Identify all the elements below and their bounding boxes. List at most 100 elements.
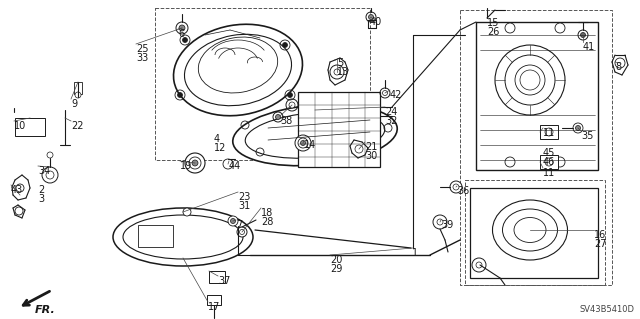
Text: 27: 27 bbox=[594, 239, 607, 249]
Ellipse shape bbox=[514, 218, 546, 242]
Ellipse shape bbox=[113, 208, 253, 266]
Text: 36: 36 bbox=[457, 186, 469, 196]
Text: 8: 8 bbox=[615, 62, 621, 72]
Circle shape bbox=[334, 69, 340, 75]
Text: 28: 28 bbox=[261, 217, 273, 227]
Circle shape bbox=[237, 227, 247, 237]
Circle shape bbox=[183, 208, 191, 216]
Text: 18: 18 bbox=[261, 208, 273, 218]
Circle shape bbox=[355, 145, 363, 153]
Circle shape bbox=[16, 184, 24, 192]
Circle shape bbox=[287, 93, 292, 98]
Circle shape bbox=[185, 153, 205, 173]
Circle shape bbox=[282, 42, 287, 48]
Circle shape bbox=[437, 219, 443, 225]
Bar bbox=[298, 92, 380, 167]
Circle shape bbox=[223, 159, 233, 169]
Circle shape bbox=[433, 215, 447, 229]
Bar bbox=[540, 155, 558, 169]
Text: 12: 12 bbox=[214, 143, 227, 153]
Text: 31: 31 bbox=[238, 201, 250, 211]
Text: 23: 23 bbox=[238, 192, 250, 202]
Text: 11: 11 bbox=[543, 168, 556, 178]
Circle shape bbox=[15, 207, 23, 215]
Circle shape bbox=[330, 65, 344, 79]
Text: FR.: FR. bbox=[35, 305, 56, 315]
Ellipse shape bbox=[502, 209, 557, 251]
Circle shape bbox=[472, 258, 486, 272]
Text: 32: 32 bbox=[385, 116, 397, 126]
Text: 46: 46 bbox=[543, 157, 556, 167]
Circle shape bbox=[239, 229, 244, 234]
Circle shape bbox=[555, 23, 565, 33]
Circle shape bbox=[46, 171, 54, 179]
Circle shape bbox=[369, 14, 374, 19]
Text: SV43B5410D: SV43B5410D bbox=[580, 305, 635, 314]
Text: 17: 17 bbox=[208, 302, 220, 312]
Text: 26: 26 bbox=[487, 27, 499, 37]
Circle shape bbox=[573, 123, 583, 133]
Bar bbox=[155, 8, 370, 160]
Circle shape bbox=[177, 93, 182, 98]
Circle shape bbox=[580, 33, 586, 38]
Ellipse shape bbox=[493, 200, 568, 260]
Text: 42: 42 bbox=[390, 90, 403, 100]
Bar bbox=[138, 225, 173, 247]
Circle shape bbox=[555, 157, 565, 167]
Text: 22: 22 bbox=[71, 121, 83, 131]
Circle shape bbox=[545, 158, 553, 166]
Circle shape bbox=[295, 135, 311, 151]
Circle shape bbox=[289, 102, 295, 108]
Text: 1: 1 bbox=[412, 248, 418, 258]
Circle shape bbox=[275, 115, 280, 120]
Circle shape bbox=[228, 216, 238, 226]
Circle shape bbox=[298, 138, 308, 148]
Text: 16: 16 bbox=[594, 230, 606, 240]
Text: 9: 9 bbox=[71, 99, 77, 109]
Circle shape bbox=[75, 92, 81, 98]
Text: 13: 13 bbox=[337, 67, 349, 77]
Text: 24: 24 bbox=[385, 107, 397, 117]
Bar bbox=[470, 188, 598, 278]
Bar bbox=[476, 22, 598, 170]
Text: 37: 37 bbox=[218, 276, 230, 286]
Circle shape bbox=[476, 262, 482, 268]
Text: 43: 43 bbox=[11, 185, 23, 195]
Circle shape bbox=[182, 38, 188, 42]
Text: 4: 4 bbox=[214, 134, 220, 144]
Text: 41: 41 bbox=[583, 42, 595, 52]
Circle shape bbox=[301, 140, 305, 145]
Text: 29: 29 bbox=[330, 264, 342, 274]
Bar bbox=[209, 271, 225, 283]
Circle shape bbox=[192, 160, 198, 166]
Circle shape bbox=[520, 70, 540, 90]
Circle shape bbox=[575, 125, 580, 130]
Text: 19: 19 bbox=[180, 161, 192, 171]
Text: 33: 33 bbox=[136, 53, 148, 63]
Circle shape bbox=[578, 30, 588, 40]
Text: 44: 44 bbox=[229, 161, 241, 171]
Circle shape bbox=[450, 181, 462, 193]
Circle shape bbox=[453, 184, 459, 190]
Text: 2: 2 bbox=[38, 185, 44, 195]
Circle shape bbox=[179, 25, 185, 31]
Text: 35: 35 bbox=[581, 131, 593, 141]
Bar bbox=[207, 295, 221, 305]
Bar bbox=[74, 82, 82, 94]
Ellipse shape bbox=[245, 112, 385, 158]
Text: 25: 25 bbox=[136, 44, 148, 54]
Text: 10: 10 bbox=[14, 121, 26, 131]
Text: 45: 45 bbox=[543, 148, 556, 158]
Text: 7: 7 bbox=[236, 220, 243, 230]
Text: 39: 39 bbox=[441, 220, 453, 230]
Text: 14: 14 bbox=[304, 140, 316, 150]
Circle shape bbox=[189, 157, 201, 169]
Text: 6: 6 bbox=[178, 29, 184, 39]
Circle shape bbox=[383, 91, 387, 95]
Text: 40: 40 bbox=[370, 17, 382, 27]
Bar bbox=[460, 10, 612, 285]
Bar bbox=[15, 118, 45, 136]
Text: 38: 38 bbox=[280, 116, 292, 126]
Ellipse shape bbox=[198, 37, 278, 93]
Text: 15: 15 bbox=[487, 18, 499, 28]
